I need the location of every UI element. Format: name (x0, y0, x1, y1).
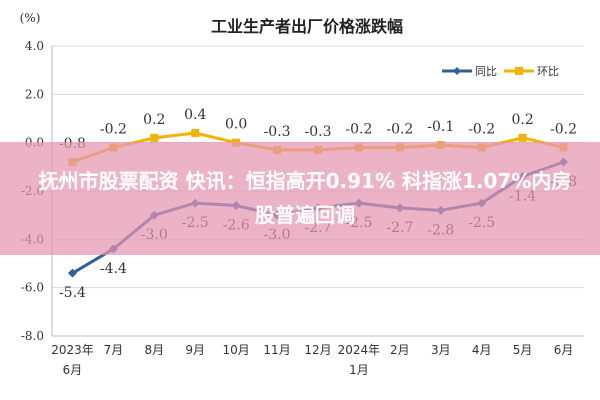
legend-marker (515, 67, 523, 75)
data-label: 0.4 (184, 107, 206, 123)
legend-label: 同比 (475, 65, 497, 78)
data-label: -4.4 (100, 261, 127, 277)
data-label: 0.2 (511, 112, 533, 128)
x-tick-label: 5月 (513, 343, 533, 357)
news-headline[interactable]: 抚州市股票配资 快讯：恒指高开0.91% 科指涨1.07%内房股普遍回调 (38, 169, 572, 227)
chart-title: 工业生产者出厂价格涨跌幅 (211, 17, 403, 36)
data-point (67, 268, 77, 278)
data-label: -5.4 (59, 285, 86, 301)
legend: 同比 环比 (442, 65, 559, 78)
data-label: 0.0 (225, 117, 247, 133)
data-label: -0.1 (427, 119, 454, 135)
data-label: 0.2 (143, 112, 165, 128)
x-tick-label: 10月 (223, 343, 250, 357)
news-banner[interactable]: 抚州市股票配资 快讯：恒指高开0.91% 科指涨1.07%内房股普遍回调 (0, 142, 600, 255)
x-tick-label: 12月 (304, 343, 331, 357)
x-tick-label-line2: 1月 (349, 363, 369, 377)
data-label: -0.3 (264, 124, 291, 140)
y-tick-label: -6.0 (21, 281, 44, 295)
x-tick-label: 6月 (554, 343, 574, 357)
x-tick-label-line2: 6月 (63, 363, 83, 377)
x-tick-label: 11月 (263, 343, 290, 357)
x-tick-label: 9月 (185, 343, 205, 357)
x-tick-label: 2月 (390, 343, 410, 357)
x-tick-label: 2023年 (51, 343, 94, 357)
x-tick-label: 4月 (472, 343, 492, 357)
legend-marker (453, 67, 461, 75)
x-tick-label: 2024年 (338, 343, 381, 357)
data-label: -0.2 (345, 122, 372, 138)
y-tick-label: 4.0 (25, 39, 44, 53)
data-label: -0.2 (550, 122, 577, 138)
data-point (518, 133, 527, 142)
x-tick-label: 7月 (104, 343, 124, 357)
data-point (191, 129, 200, 137)
y-tick-label: 2.0 (25, 87, 44, 101)
x-tick-label: 8月 (144, 343, 164, 357)
x-tick-label: 3月 (431, 343, 451, 357)
data-label: -0.3 (305, 124, 332, 140)
y-axis-unit: (%) (20, 11, 41, 25)
legend-label: 环比 (537, 65, 559, 78)
data-label: -0.2 (100, 122, 127, 138)
data-label: -0.2 (468, 122, 495, 138)
y-tick-label: -8.0 (21, 329, 44, 343)
data-point (150, 133, 159, 142)
data-label: -0.2 (386, 122, 413, 138)
